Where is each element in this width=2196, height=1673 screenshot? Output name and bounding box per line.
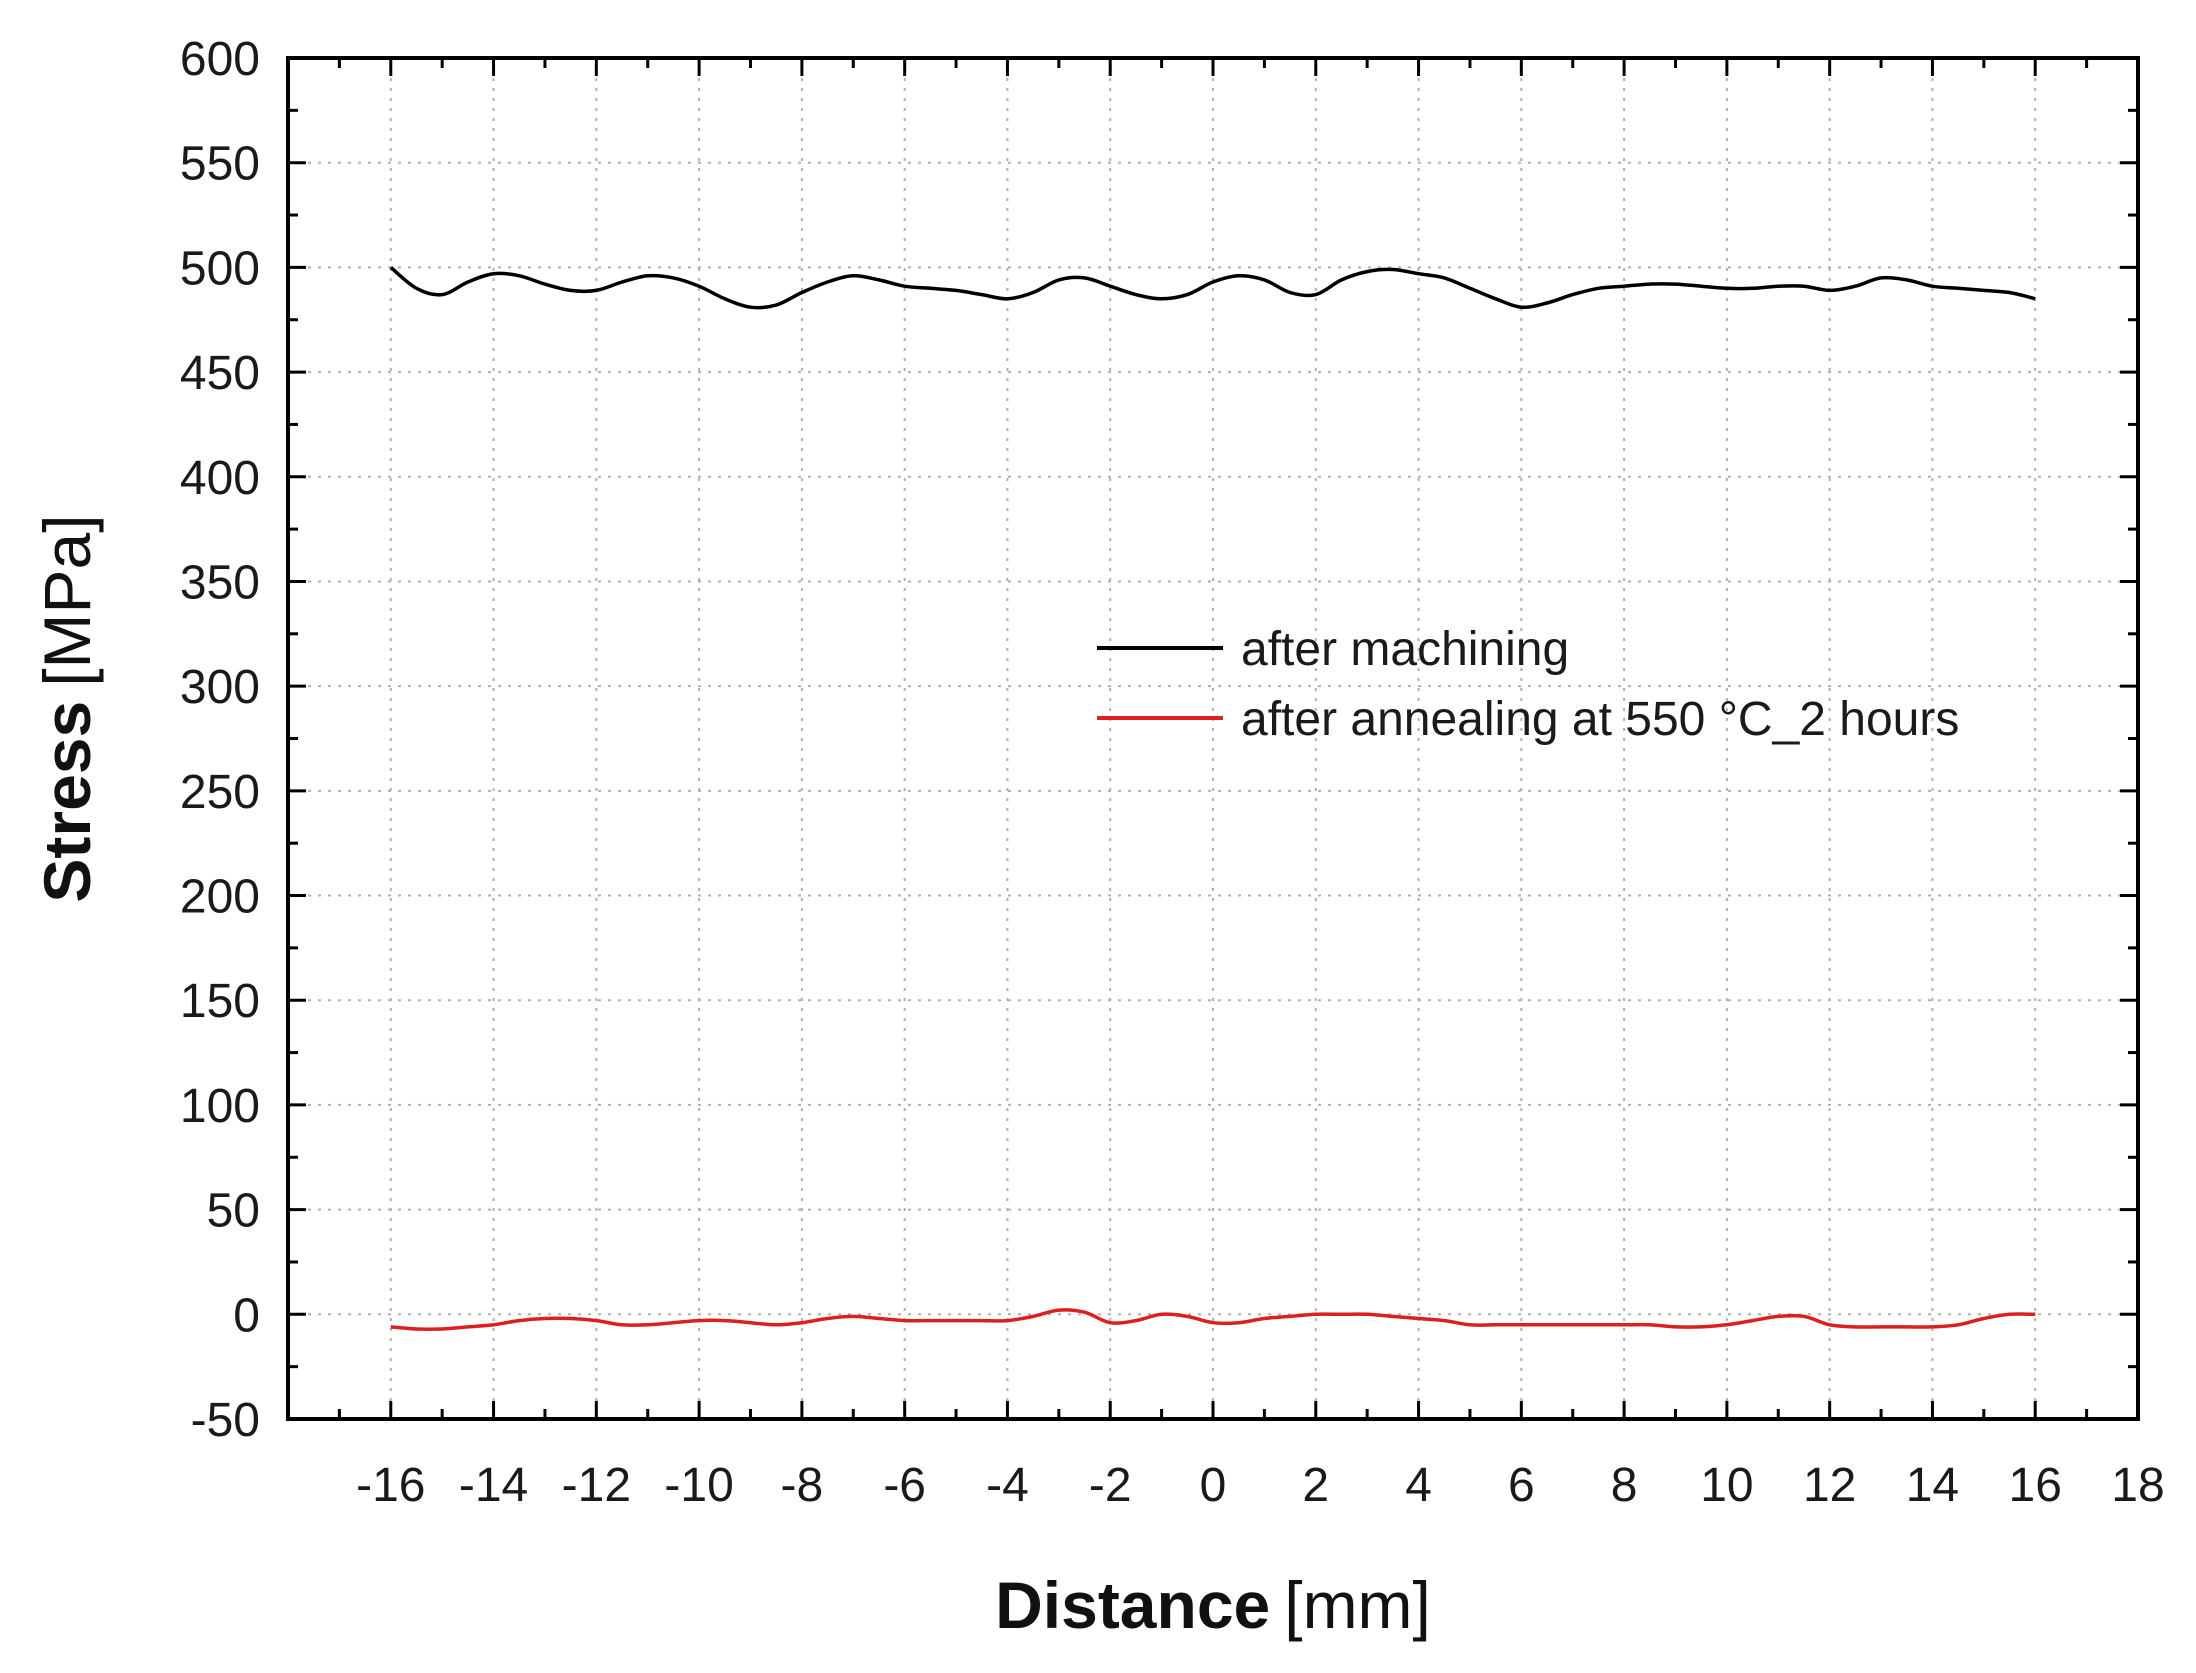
tick-label-layer: -16 -14 -12 -10 -8 -6 -4 -2 0 2 4 6 8 10 12 14 16 18 -50 0 5… xyxy=(180,33,2165,1512)
x-tick-label: 10 xyxy=(1700,1459,1753,1512)
y-tick-label: 300 xyxy=(180,661,260,714)
legend-label-2: after annealing at 550 °C_2 hours xyxy=(1241,693,1959,746)
x-tick-label: 16 xyxy=(2009,1459,2062,1512)
grid-layer xyxy=(288,58,2138,1419)
y-tick-label: 550 xyxy=(180,138,260,191)
y-tick-label: 200 xyxy=(180,871,260,924)
x-tick-label: -8 xyxy=(781,1459,824,1512)
y-tick-label: 500 xyxy=(180,242,260,295)
x-tick-label: 6 xyxy=(1508,1459,1535,1512)
x-tick-label: -12 xyxy=(562,1459,631,1512)
x-tick-label: -14 xyxy=(459,1459,528,1512)
series-line-2 xyxy=(390,1308,2036,1331)
y-axis-title: Stress [MPa] xyxy=(30,514,104,902)
x-axis-title: Distance [mm] xyxy=(995,1568,1431,1642)
y-axis-title-bold: Stress xyxy=(30,701,104,903)
y-tick-label: 600 xyxy=(180,33,260,86)
x-tick-label: 0 xyxy=(1200,1459,1227,1512)
x-tick-label: 14 xyxy=(1906,1459,1959,1512)
x-tick-label: -16 xyxy=(356,1459,425,1512)
tick-layer xyxy=(288,56,2140,1421)
y-tick-label: -50 xyxy=(191,1394,260,1447)
y-tick-label: 250 xyxy=(180,766,260,819)
x-tick-label: -6 xyxy=(883,1459,926,1512)
x-tick-label: -10 xyxy=(664,1459,733,1512)
y-tick-label: 100 xyxy=(180,1080,260,1133)
series-layer xyxy=(389,266,2036,1331)
y-tick-label: 350 xyxy=(180,556,260,609)
y-tick-label: 150 xyxy=(180,975,260,1028)
x-tick-label: 2 xyxy=(1302,1459,1329,1512)
series-line-1 xyxy=(389,266,2036,310)
y-tick-label: 400 xyxy=(180,452,260,505)
y-tick-label: 450 xyxy=(180,347,260,400)
x-tick-label: 4 xyxy=(1405,1459,1432,1512)
x-axis-title-bold: Distance xyxy=(995,1568,1270,1642)
y-axis-title-unit: [MPa] xyxy=(30,514,104,686)
legend: after machining after annealing at 550 °C… xyxy=(1097,623,1959,746)
y-tick-label: 0 xyxy=(233,1289,260,1342)
x-tick-label: 18 xyxy=(2111,1459,2164,1512)
x-tick-label: -4 xyxy=(986,1459,1029,1512)
y-tick-label: 50 xyxy=(207,1185,260,1238)
legend-label-1: after machining xyxy=(1241,623,1569,676)
x-tick-label: 8 xyxy=(1611,1459,1638,1512)
x-tick-label: -2 xyxy=(1089,1459,1132,1512)
x-axis-title-unit: [mm] xyxy=(1284,1568,1431,1642)
x-tick-label: 12 xyxy=(1803,1459,1856,1512)
